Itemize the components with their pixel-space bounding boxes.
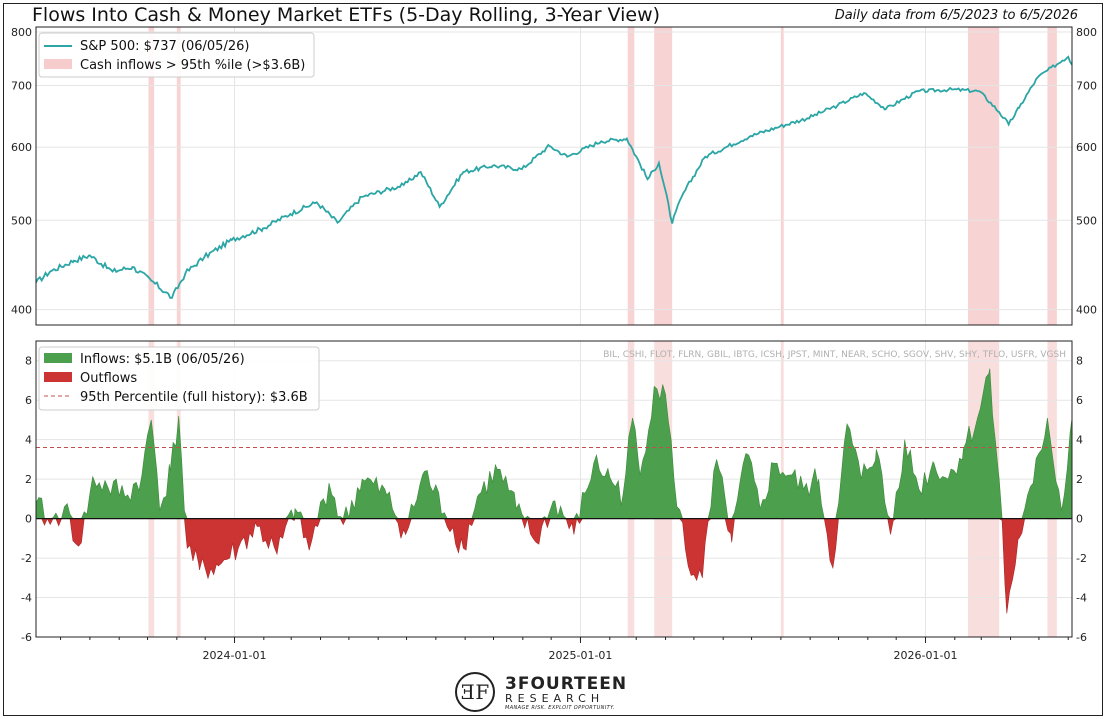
bottom-legend-box (38, 346, 320, 411)
bottom-ytick-left-0: 0 (25, 513, 32, 526)
top-axes-box (35, 26, 1073, 326)
top-shade-3 (654, 27, 673, 325)
bottom-ytick-left--2: -2 (21, 552, 32, 565)
xtick-label-2024-01-01: 2024-01-01 (203, 649, 267, 662)
flows-panel: -6 -6 -4 -4 -2 -2 0 0 2 2 4 4 6 6 8 8 2024-01-01 2025-01-… (21, 340, 1087, 662)
xtick-label-2026-01-01: 2026-01-01 (894, 649, 958, 662)
sp500-panel: 400 400 500 500 600 600 700 700 800 800 S&P 500: $… (11, 26, 1097, 326)
sp500-line (35, 55, 1073, 299)
top-shade-0 (148, 27, 155, 325)
chart-subtitle: Daily data from 6/5/2023 to 6/5/2026 (834, 8, 1078, 23)
top-ytick-left-400: 400 (11, 304, 32, 317)
top-shade-2 (627, 27, 635, 325)
bottom-ytick-right--2: -2 (1076, 552, 1087, 565)
bottom-ytick-left-2: 2 (25, 473, 32, 486)
legend-outflows-swatch (44, 372, 72, 382)
top-ytick-right-700: 700 (1076, 79, 1097, 92)
top-legend-box (38, 32, 315, 78)
logo-tagline: MANAGE RISK. EXPLOIT OPPORTUNITY. (505, 705, 615, 711)
top-ytick-right-400: 400 (1076, 304, 1097, 317)
legend-outflows-label: Outflows (80, 371, 137, 386)
outflows-area (36, 517, 1072, 614)
top-ytick-left-800: 800 (11, 26, 32, 39)
top-ytick-left-600: 600 (11, 141, 32, 154)
logo-mark-icon: ƎF (455, 672, 495, 712)
top-ytick-left-700: 700 (11, 79, 32, 92)
top-shade-5 (968, 27, 1000, 325)
legend-shade-label: Cash inflows > 95th %ile (>$3.6B) (80, 58, 305, 73)
bottom-ytick-right-4: 4 (1076, 434, 1083, 447)
top-ytick-right-500: 500 (1076, 214, 1097, 227)
bottom-ytick-right--6: -6 (1076, 631, 1087, 644)
bottom-axes-box (35, 340, 1073, 638)
top-ytick-right-600: 600 (1076, 141, 1097, 154)
bottom-ytick-right--4: -4 (1076, 592, 1087, 605)
logo-sub: RESEARCH (505, 692, 605, 705)
bottom-ytick-left-4: 4 (25, 434, 32, 447)
bottom-ytick-right-2: 2 (1076, 473, 1083, 486)
chart-title: Flows Into Cash & Money Market ETFs (5-D… (32, 4, 661, 26)
bottom-ytick-left-6: 6 (25, 394, 32, 407)
legend-inflows-label: Inflows: $5.1B (06/05/26) (80, 352, 245, 367)
tickers-label: BIL, CSHI, FLOT, FLRN, GBIL, IBTG, ICSH,… (603, 350, 1066, 360)
bottom-ytick-right-0: 0 (1076, 513, 1083, 526)
legend-sp500-label: S&P 500: $737 (06/05/26) (80, 39, 249, 54)
bottom-ytick-left-8: 8 (25, 355, 32, 368)
top-shade-4 (780, 27, 784, 325)
top-shade-1 (176, 27, 181, 325)
top-ytick-right-800: 800 (1076, 26, 1097, 39)
logo-name: 3FOURTEEN (505, 674, 628, 694)
bottom-ytick-left--6: -6 (21, 631, 32, 644)
xtick-label-2025-01-01: 2025-01-01 (548, 649, 612, 662)
chart-frame (3, 3, 1103, 716)
legend-threshold-label: 95th Percentile (full history): $3.6B (80, 390, 308, 405)
legend-inflows-swatch (44, 353, 72, 363)
brand-logo: ƎF 3FOURTEEN RESEARCH MANAGE RISK. EXPLO… (455, 672, 628, 716)
legend-shade-swatch (44, 59, 72, 69)
top-ytick-left-500: 500 (11, 214, 32, 227)
bottom-ytick-left--4: -4 (21, 592, 32, 605)
bottom-ytick-right-6: 6 (1076, 394, 1083, 407)
top-shade-6 (1047, 27, 1057, 325)
bottom-ytick-right-8: 8 (1076, 355, 1083, 368)
